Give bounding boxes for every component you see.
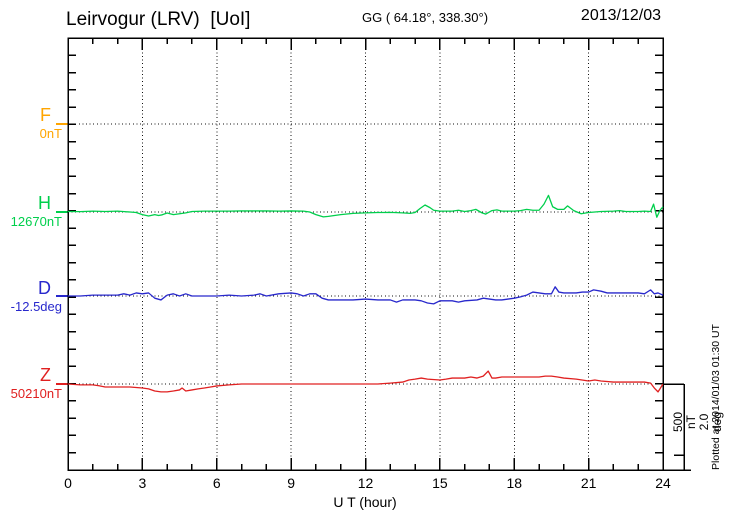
trace-D [68, 286, 664, 305]
component-baseline-D: -12.5deg [10, 299, 62, 314]
geographic-coordinates: GG ( 64.18°, 338.30°) [362, 10, 489, 25]
component-baseline-F: 0nT [39, 126, 62, 141]
trace-Z [67, 370, 664, 393]
component-baseline-Z: 50210nT [10, 386, 62, 401]
component-label-Z: Z [40, 365, 51, 385]
x-tick-label: 6 [212, 475, 221, 491]
x-tick-label: 15 [432, 475, 448, 491]
x-axis-label: U T (hour) [333, 494, 397, 510]
x-tick-label: 24 [655, 475, 671, 491]
component-label-H: H [38, 193, 51, 213]
x-tick-label: 12 [357, 475, 374, 491]
x-tick-label: 3 [138, 475, 147, 491]
plotted-at-note: Plotted at 2014/01/03 01:30 UT [710, 324, 722, 470]
x-tick-label: 18 [506, 475, 523, 491]
component-baseline-H: 12670nT [10, 214, 62, 229]
x-tick-label: 21 [580, 475, 597, 491]
component-label-D: D [38, 278, 51, 298]
trace-H [67, 194, 664, 218]
x-tick-label: 0 [64, 475, 72, 491]
station-title: Leirvogur (LRV) [UoI] [66, 9, 251, 30]
plot-date: 2013/12/03 [580, 7, 661, 24]
x-tick-label: 9 [287, 475, 296, 491]
component-label-F: F [40, 105, 51, 125]
